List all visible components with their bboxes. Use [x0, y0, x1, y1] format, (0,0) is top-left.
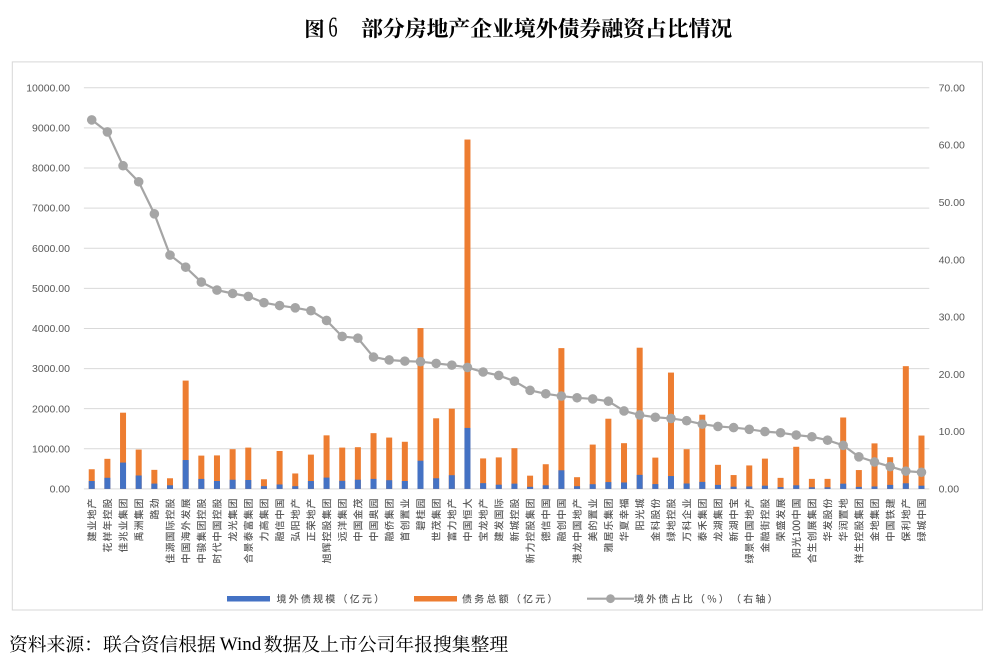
svg-text:8000.00: 8000.00 — [32, 163, 70, 175]
svg-text:10.00: 10.00 — [939, 426, 965, 438]
svg-text:0.00: 0.00 — [939, 484, 960, 496]
svg-text:9000.00: 9000.00 — [32, 123, 70, 135]
svg-text:40.00: 40.00 — [939, 254, 965, 266]
svg-text:10000.00: 10000.00 — [26, 82, 70, 94]
svg-text:1000.00: 1000.00 — [32, 443, 70, 455]
svg-text:60.00: 60.00 — [939, 140, 965, 152]
svg-text:50.00: 50.00 — [939, 197, 965, 209]
svg-text:6: 6 — [328, 12, 337, 43]
svg-text:70.00: 70.00 — [939, 82, 965, 94]
svg-text:2000.00: 2000.00 — [32, 403, 70, 415]
svg-text:4000.00: 4000.00 — [32, 323, 70, 335]
svg-text:3000.00: 3000.00 — [32, 363, 70, 375]
svg-text:20.00: 20.00 — [939, 369, 965, 381]
svg-text:5000.00: 5000.00 — [32, 283, 70, 295]
svg-text:7000.00: 7000.00 — [32, 203, 70, 215]
svg-text:6000.00: 6000.00 — [32, 243, 70, 255]
svg-text:0.00: 0.00 — [50, 484, 71, 496]
svg-text:Wind: Wind — [220, 634, 262, 655]
svg-text:30.00: 30.00 — [939, 312, 965, 324]
